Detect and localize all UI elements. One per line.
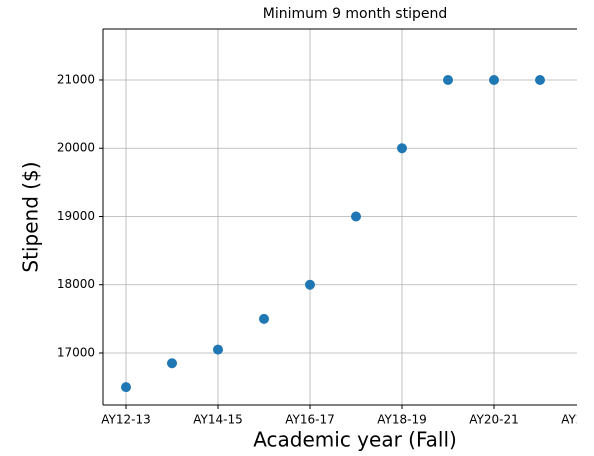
point bbox=[397, 143, 407, 154]
y-tick-label: 19000 bbox=[57, 209, 95, 223]
points bbox=[121, 74, 545, 393]
spines bbox=[102, 28, 577, 406]
y-tick-label: 21000 bbox=[57, 72, 95, 86]
chart-title: Minimum 9 month stipend bbox=[263, 6, 448, 22]
point bbox=[259, 313, 269, 324]
y-tick-label: 18000 bbox=[57, 277, 95, 291]
y-tick-label: 20000 bbox=[57, 141, 95, 155]
y-axis-label: Stipend ($) bbox=[19, 161, 43, 272]
x-tick-label: AY12-13 bbox=[101, 413, 150, 427]
x-tick-label: AY18-19 bbox=[377, 413, 426, 427]
point bbox=[443, 74, 453, 85]
point bbox=[351, 211, 361, 222]
x-tick-label: AY20-21 bbox=[469, 413, 518, 427]
point bbox=[167, 358, 177, 369]
grid bbox=[99, 29, 577, 409]
point bbox=[535, 74, 545, 85]
y-tick-label: 17000 bbox=[57, 345, 95, 359]
tick-labels: 17000 18000 19000 20000 21000 AY12-13 AY14-15 A… bbox=[57, 72, 594, 427]
point bbox=[489, 74, 499, 85]
point bbox=[121, 382, 131, 393]
x-axis-label: Academic year (Fall) bbox=[253, 428, 457, 452]
point bbox=[305, 279, 315, 290]
x-tick-label: AY16-17 bbox=[285, 413, 334, 427]
point bbox=[213, 344, 223, 355]
x-tick-label: AY22-23 bbox=[561, 413, 594, 427]
x-tick-label: AY14-15 bbox=[193, 413, 242, 427]
